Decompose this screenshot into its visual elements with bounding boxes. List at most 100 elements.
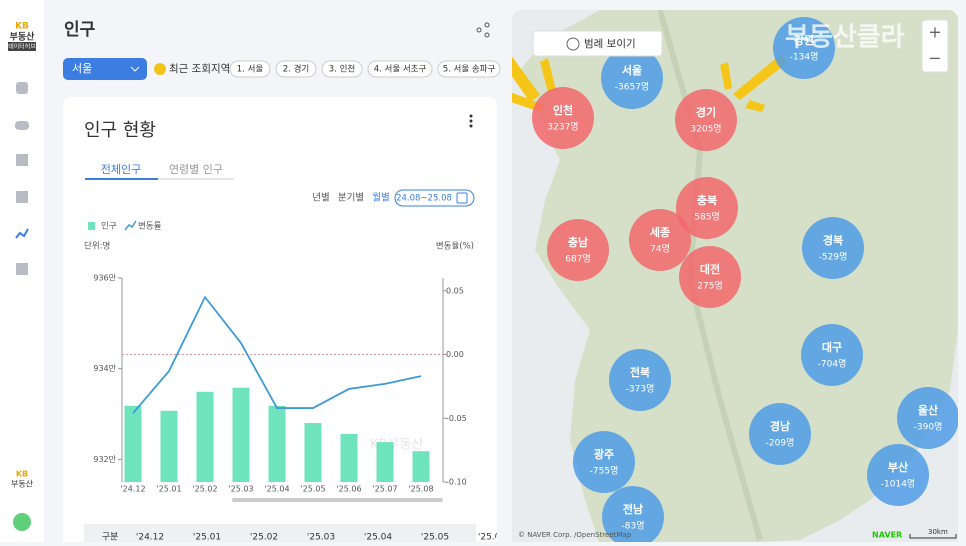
cluster[interactable] xyxy=(676,177,738,239)
chip[interactable] xyxy=(321,60,363,78)
cluster[interactable] xyxy=(773,17,835,79)
chip-label[interactable]: 1. 서울 xyxy=(237,65,264,75)
cluster-name[interactable]: 경북 xyxy=(823,233,843,247)
cluster-value[interactable]: -209명 xyxy=(766,438,795,449)
cluster[interactable] xyxy=(532,87,594,149)
cluster-value[interactable]: 275명 xyxy=(697,281,722,292)
chip-label[interactable]: 2. 경기 xyxy=(283,64,309,75)
cluster-name[interactable]: 경남 xyxy=(770,419,790,433)
cluster-name[interactable]: 부산 xyxy=(888,460,908,474)
cluster-name[interactable]: 울산 xyxy=(918,403,938,417)
avatar[interactable] xyxy=(13,513,31,531)
cluster[interactable] xyxy=(601,47,663,109)
nav-icons[interactable] xyxy=(15,82,29,275)
nav-icon[interactable] xyxy=(16,154,28,166)
x-tick-label: '25.07 xyxy=(372,485,397,494)
cluster-value[interactable]: 3237명 xyxy=(547,122,578,133)
cluster-name[interactable]: 대전 xyxy=(700,262,720,276)
cluster[interactable] xyxy=(802,217,864,279)
tab-active[interactable]: 전체인구 xyxy=(101,163,141,176)
cluster-value[interactable]: 687명 xyxy=(565,254,590,265)
cluster-value[interactable]: 3205명 xyxy=(690,124,721,135)
kebab[interactable] xyxy=(469,114,473,128)
chip-label[interactable]: 4. 서울 서초구 xyxy=(374,65,427,75)
x-tick-label: '25.05 xyxy=(300,485,325,494)
legend-button-label[interactable]: 범례 보이기 xyxy=(584,38,636,50)
y-tick-label: 936만 xyxy=(93,274,116,283)
zoom-in[interactable]: + xyxy=(928,23,941,42)
cluster-value[interactable]: -3657명 xyxy=(615,82,649,93)
cluster-name[interactable]: 충북 xyxy=(697,193,717,207)
cluster-value[interactable]: -390명 xyxy=(914,422,943,433)
chip[interactable] xyxy=(367,60,433,78)
cluster-value[interactable]: 74명 xyxy=(650,244,670,255)
zoom-control[interactable] xyxy=(921,19,949,73)
cluster-value[interactable]: -134명 xyxy=(790,52,819,63)
bar xyxy=(196,391,214,482)
logo: KB xyxy=(15,22,29,32)
legend-label: 인구 xyxy=(101,221,117,232)
cluster-name[interactable]: 광주 xyxy=(594,448,614,461)
tab[interactable]: 연령별 인구 xyxy=(169,163,223,176)
brand: NAVER xyxy=(872,531,902,540)
cluster-name[interactable]: 세종 xyxy=(650,225,670,239)
nav-icon[interactable] xyxy=(16,263,28,275)
period[interactable]: 분기별 xyxy=(338,193,364,204)
cluster-name[interactable]: 서울 xyxy=(622,63,642,77)
cluster-name[interactable]: 대구 xyxy=(822,340,842,354)
x-tick-label: '25.02 xyxy=(192,485,217,494)
cluster-name[interactable]: 전남 xyxy=(623,502,643,516)
cluster-value[interactable]: 585명 xyxy=(694,212,719,223)
table-header xyxy=(84,524,476,542)
cluster-value[interactable]: -704명 xyxy=(818,359,847,370)
cluster-value[interactable]: -83명 xyxy=(622,521,645,532)
scale-bar xyxy=(909,534,957,539)
cluster-name[interactable]: 전북 xyxy=(630,365,650,379)
cluster[interactable] xyxy=(547,219,609,281)
region-dropdown[interactable] xyxy=(63,58,147,80)
cluster[interactable] xyxy=(609,349,671,411)
cluster[interactable] xyxy=(867,444,929,506)
cluster[interactable] xyxy=(675,89,737,151)
chip[interactable] xyxy=(229,60,271,78)
share-icon[interactable] xyxy=(476,22,490,38)
chip[interactable] xyxy=(437,60,501,78)
cluster[interactable] xyxy=(749,403,811,465)
cluster[interactable] xyxy=(801,324,863,386)
nav-icon-active[interactable] xyxy=(15,228,29,239)
region-dropdown-label[interactable]: 서울 xyxy=(72,62,92,75)
line xyxy=(132,295,422,414)
date-range[interactable]: 24.08~25.08 xyxy=(396,194,452,204)
period-active[interactable]: 월별 xyxy=(372,192,389,204)
logo: 부동산 xyxy=(10,31,36,43)
cluster-name[interactable]: 강원 xyxy=(794,33,814,47)
y2-tick-label: -0.05 xyxy=(446,414,467,423)
cluster-value[interactable]: -755명 xyxy=(590,466,619,477)
chip-label[interactable]: 5. 서울 송파구 xyxy=(443,65,496,75)
cluster[interactable] xyxy=(679,246,741,308)
chip[interactable] xyxy=(275,60,317,78)
nav-icon[interactable] xyxy=(15,121,29,130)
x-tick-label: '25.06 xyxy=(336,485,361,494)
cluster-value[interactable]: -529명 xyxy=(819,252,848,263)
legend-button[interactable] xyxy=(532,30,663,57)
cluster-name[interactable]: 충남 xyxy=(568,235,588,249)
cluster[interactable] xyxy=(602,486,664,546)
cluster-value[interactable]: -1014명 xyxy=(881,479,915,490)
nav-icon[interactable] xyxy=(16,82,28,94)
nav-icon[interactable] xyxy=(16,191,28,203)
logo: 데이터허브 xyxy=(8,43,36,51)
scrollbar[interactable] xyxy=(232,498,443,502)
cluster-name[interactable]: 경기 xyxy=(696,105,716,119)
cluster[interactable] xyxy=(629,209,691,271)
date-pill[interactable] xyxy=(394,189,475,207)
cluster[interactable] xyxy=(573,431,635,493)
cluster[interactable] xyxy=(897,387,959,449)
page-title: 인구 xyxy=(64,20,96,40)
period[interactable]: 년별 xyxy=(312,193,329,204)
chip-label[interactable]: 3. 인천 xyxy=(329,64,355,75)
cluster-value[interactable]: -373명 xyxy=(626,384,655,395)
zoom-out[interactable]: − xyxy=(928,49,941,68)
cluster-name[interactable]: 인천 xyxy=(553,103,573,117)
